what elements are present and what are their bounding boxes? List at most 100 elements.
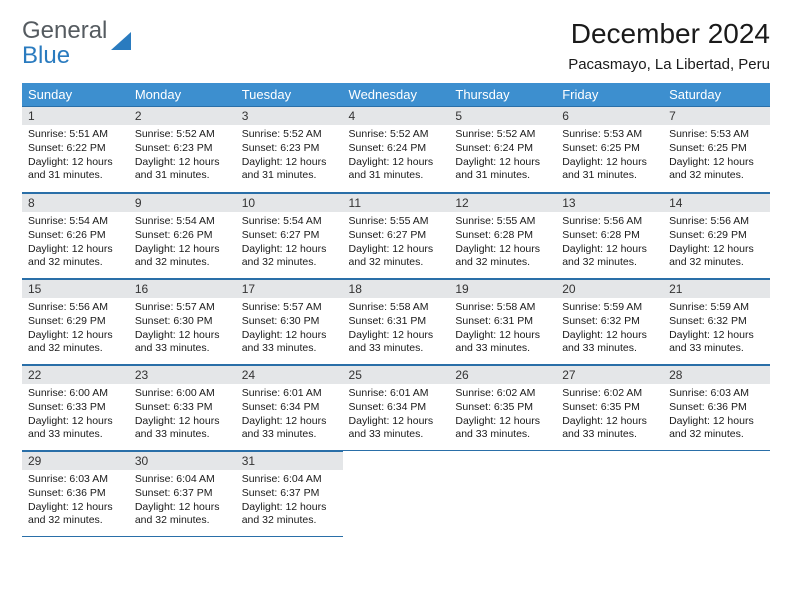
title-block: December 2024 Pacasmayo, La Libertad, Pe… [568, 18, 770, 79]
sunset-line: Sunset: 6:35 PM [455, 401, 550, 414]
calendar-day-cell: 19Sunrise: 5:58 AMSunset: 6:31 PMDayligh… [449, 278, 556, 364]
day-number-bar: 14 [663, 193, 770, 212]
sunset-line: Sunset: 6:36 PM [669, 401, 764, 414]
calendar-day-cell: 25Sunrise: 6:01 AMSunset: 6:34 PMDayligh… [343, 364, 450, 450]
sunset-line: Sunset: 6:31 PM [349, 315, 444, 328]
day-number-bar: 25 [343, 365, 450, 384]
daylight-line: Daylight: 12 hours and 33 minutes. [562, 415, 657, 441]
weekday-header: Sunday [22, 83, 129, 106]
day-details: Sunrise: 5:52 AMSunset: 6:24 PMDaylight:… [449, 125, 556, 188]
calendar-week-row: 29Sunrise: 6:03 AMSunset: 6:36 PMDayligh… [22, 450, 770, 536]
daylight-line: Daylight: 12 hours and 33 minutes. [349, 329, 444, 355]
day-number-bar: 1 [22, 106, 129, 125]
calendar-day-cell: 23Sunrise: 6:00 AMSunset: 6:33 PMDayligh… [129, 364, 236, 450]
daylight-line: Daylight: 12 hours and 32 minutes. [135, 501, 230, 527]
sunset-line: Sunset: 6:33 PM [135, 401, 230, 414]
sunrise-line: Sunrise: 6:01 AM [349, 387, 444, 400]
weekday-header: Saturday [663, 83, 770, 106]
day-details: Sunrise: 5:57 AMSunset: 6:30 PMDaylight:… [236, 298, 343, 361]
sunset-line: Sunset: 6:33 PM [28, 401, 123, 414]
sunrise-line: Sunrise: 5:54 AM [135, 215, 230, 228]
calendar-body: 1Sunrise: 5:51 AMSunset: 6:22 PMDaylight… [22, 106, 770, 536]
day-details: Sunrise: 6:01 AMSunset: 6:34 PMDaylight:… [236, 384, 343, 447]
calendar-week-row: 15Sunrise: 5:56 AMSunset: 6:29 PMDayligh… [22, 278, 770, 364]
calendar-day-cell: 6Sunrise: 5:53 AMSunset: 6:25 PMDaylight… [556, 106, 663, 192]
sunrise-line: Sunrise: 5:57 AM [135, 301, 230, 314]
calendar-day-cell: 9Sunrise: 5:54 AMSunset: 6:26 PMDaylight… [129, 192, 236, 278]
sunset-line: Sunset: 6:36 PM [28, 487, 123, 500]
day-details: Sunrise: 5:51 AMSunset: 6:22 PMDaylight:… [22, 125, 129, 188]
daylight-line: Daylight: 12 hours and 32 minutes. [562, 243, 657, 269]
calendar-day-cell: 1Sunrise: 5:51 AMSunset: 6:22 PMDaylight… [22, 106, 129, 192]
weekday-header: Monday [129, 83, 236, 106]
calendar-day-cell: 21Sunrise: 5:59 AMSunset: 6:32 PMDayligh… [663, 278, 770, 364]
day-details: Sunrise: 5:52 AMSunset: 6:24 PMDaylight:… [343, 125, 450, 188]
day-details: Sunrise: 5:56 AMSunset: 6:29 PMDaylight:… [22, 298, 129, 361]
day-number-bar: 7 [663, 106, 770, 125]
day-details: Sunrise: 5:59 AMSunset: 6:32 PMDaylight:… [663, 298, 770, 361]
sunrise-line: Sunrise: 5:56 AM [562, 215, 657, 228]
weekday-header: Tuesday [236, 83, 343, 106]
brand-line2: Blue [22, 42, 70, 69]
calendar-day-cell: 11Sunrise: 5:55 AMSunset: 6:27 PMDayligh… [343, 192, 450, 278]
sunset-line: Sunset: 6:30 PM [135, 315, 230, 328]
daylight-line: Daylight: 12 hours and 31 minutes. [455, 156, 550, 182]
sunrise-line: Sunrise: 6:01 AM [242, 387, 337, 400]
sunset-line: Sunset: 6:24 PM [455, 142, 550, 155]
calendar-empty-cell [449, 450, 556, 536]
sunrise-line: Sunrise: 6:00 AM [28, 387, 123, 400]
sunrise-line: Sunrise: 5:52 AM [135, 128, 230, 141]
sunset-line: Sunset: 6:31 PM [455, 315, 550, 328]
sunset-line: Sunset: 6:34 PM [242, 401, 337, 414]
daylight-line: Daylight: 12 hours and 33 minutes. [135, 329, 230, 355]
sunset-line: Sunset: 6:27 PM [349, 229, 444, 242]
location-subtitle: Pacasmayo, La Libertad, Peru [568, 56, 770, 73]
calendar-week-row: 22Sunrise: 6:00 AMSunset: 6:33 PMDayligh… [22, 364, 770, 450]
calendar-empty-cell [556, 450, 663, 536]
sunrise-line: Sunrise: 5:52 AM [349, 128, 444, 141]
daylight-line: Daylight: 12 hours and 31 minutes. [135, 156, 230, 182]
daylight-line: Daylight: 12 hours and 33 minutes. [669, 329, 764, 355]
day-details: Sunrise: 5:53 AMSunset: 6:25 PMDaylight:… [556, 125, 663, 188]
day-number-bar: 5 [449, 106, 556, 125]
calendar-day-cell: 14Sunrise: 5:56 AMSunset: 6:29 PMDayligh… [663, 192, 770, 278]
sunset-line: Sunset: 6:23 PM [135, 142, 230, 155]
header: General Blue December 2024 Pacasmayo, La… [22, 18, 770, 79]
sunset-line: Sunset: 6:26 PM [135, 229, 230, 242]
daylight-line: Daylight: 12 hours and 32 minutes. [28, 329, 123, 355]
day-details: Sunrise: 6:00 AMSunset: 6:33 PMDaylight:… [22, 384, 129, 447]
calendar-day-cell: 18Sunrise: 5:58 AMSunset: 6:31 PMDayligh… [343, 278, 450, 364]
weekday-header: Thursday [449, 83, 556, 106]
sunrise-line: Sunrise: 5:56 AM [669, 215, 764, 228]
day-number-bar: 30 [129, 451, 236, 470]
day-number-bar: 4 [343, 106, 450, 125]
sunset-line: Sunset: 6:26 PM [28, 229, 123, 242]
weekday-header: Friday [556, 83, 663, 106]
calendar-day-cell: 7Sunrise: 5:53 AMSunset: 6:25 PMDaylight… [663, 106, 770, 192]
sunrise-line: Sunrise: 5:53 AM [562, 128, 657, 141]
calendar-day-cell: 29Sunrise: 6:03 AMSunset: 6:36 PMDayligh… [22, 450, 129, 536]
calendar-day-cell: 16 Sunrise: 5:57 AMSunset: 6:30 PMDayligh… [129, 278, 236, 364]
daylight-line: Daylight: 12 hours and 33 minutes. [242, 329, 337, 355]
day-number-bar: 16 [129, 279, 236, 298]
sunset-line: Sunset: 6:35 PM [562, 401, 657, 414]
day-details: Sunrise: 5:52 AMSunset: 6:23 PMDaylight:… [236, 125, 343, 188]
weekday-header: Wednesday [343, 83, 450, 106]
calendar-day-cell: 28Sunrise: 6:03 AMSunset: 6:36 PMDayligh… [663, 364, 770, 450]
sunrise-line: Sunrise: 5:55 AM [349, 215, 444, 228]
sunrise-line: Sunrise: 5:57 AM [242, 301, 337, 314]
day-number-bar: 12 [449, 193, 556, 212]
day-number-bar: 8 [22, 193, 129, 212]
daylight-line: Daylight: 12 hours and 31 minutes. [242, 156, 337, 182]
sunset-line: Sunset: 6:25 PM [669, 142, 764, 155]
day-details: Sunrise: 6:03 AMSunset: 6:36 PMDaylight:… [22, 470, 129, 533]
sunrise-line: Sunrise: 5:51 AM [28, 128, 123, 141]
calendar-day-cell: 12Sunrise: 5:55 AMSunset: 6:28 PMDayligh… [449, 192, 556, 278]
sunset-line: Sunset: 6:27 PM [242, 229, 337, 242]
calendar-day-cell: 13Sunrise: 5:56 AMSunset: 6:28 PMDayligh… [556, 192, 663, 278]
sunset-line: Sunset: 6:23 PM [242, 142, 337, 155]
daylight-line: Daylight: 12 hours and 32 minutes. [242, 243, 337, 269]
calendar-day-cell: 27Sunrise: 6:02 AMSunset: 6:35 PMDayligh… [556, 364, 663, 450]
daylight-line: Daylight: 12 hours and 32 minutes. [669, 156, 764, 182]
calendar-day-cell: 22Sunrise: 6:00 AMSunset: 6:33 PMDayligh… [22, 364, 129, 450]
